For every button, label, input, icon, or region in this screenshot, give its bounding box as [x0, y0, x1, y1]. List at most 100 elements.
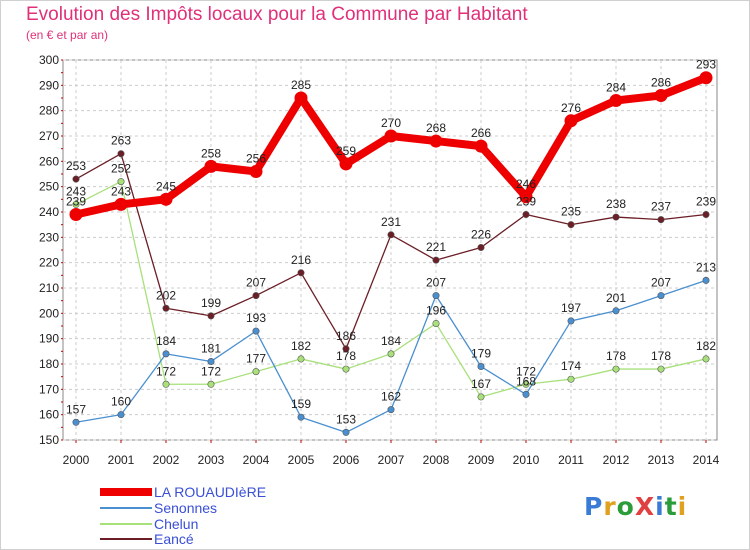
data-label-eanc-: 199: [201, 296, 221, 310]
data-point-la-rouaudi-re: [69, 208, 83, 222]
data-point-chelun: [72, 200, 80, 208]
x-tick-label: 2000: [63, 453, 90, 467]
y-tick-label: 200: [39, 306, 59, 320]
data-label-chelun: 184: [381, 334, 401, 348]
x-tick-label: 2005: [288, 453, 315, 467]
data-point-eanc-: [567, 221, 575, 229]
data-label-la-rouaudi-re: 266: [471, 126, 491, 140]
data-label-senonnes: 207: [651, 276, 671, 290]
data-label-la-rouaudi-re: 259: [336, 144, 356, 158]
data-point-eanc-: [657, 216, 665, 224]
data-label-senonnes: 213: [696, 260, 716, 274]
y-tick-label: 290: [39, 78, 59, 92]
data-label-eanc-: 207: [246, 276, 266, 290]
data-label-senonnes: 159: [291, 397, 311, 411]
data-point-chelun: [387, 350, 395, 358]
data-point-chelun: [297, 355, 305, 363]
data-label-chelun: 172: [156, 364, 176, 378]
data-point-la-rouaudi-re: [474, 139, 488, 153]
legend-label: LA ROUAUDIèRE: [154, 484, 267, 500]
y-tick-label: 190: [39, 332, 59, 346]
data-label-senonnes: 168: [516, 374, 536, 388]
data-label-senonnes: 197: [561, 301, 581, 315]
data-point-la-rouaudi-re: [294, 91, 308, 105]
data-point-eanc-: [612, 213, 620, 221]
data-label-senonnes: 157: [66, 402, 86, 416]
y-tick-label: 180: [39, 357, 59, 371]
logo-letter: i: [655, 492, 665, 521]
data-label-eanc-: 239: [696, 195, 716, 209]
data-label-eanc-: 237: [651, 200, 671, 214]
data-label-eanc-: 238: [606, 197, 626, 211]
data-point-senonnes: [612, 307, 620, 315]
data-point-chelun: [477, 393, 485, 401]
chart-title: Evolution des Impôts locaux pour la Comm…: [26, 4, 528, 25]
logo-letter: r: [603, 492, 617, 521]
data-label-senonnes: 193: [246, 311, 266, 325]
data-point-la-rouaudi-re: [564, 114, 578, 128]
data-point-eanc-: [207, 312, 215, 320]
x-tick-label: 2010: [513, 453, 540, 467]
logo-letter: i: [677, 492, 688, 521]
legend-swatch: [100, 523, 152, 525]
data-point-chelun: [612, 365, 620, 373]
legend-swatch: [100, 488, 152, 496]
data-label-la-rouaudi-re: 293: [696, 58, 716, 72]
data-label-chelun: 172: [201, 364, 221, 378]
data-label-eanc-: 263: [111, 134, 131, 148]
y-tick-label: 300: [39, 53, 59, 67]
data-point-la-rouaudi-re: [384, 129, 398, 143]
data-point-eanc-: [702, 211, 710, 219]
data-point-chelun: [657, 365, 665, 373]
x-tick-label: 2008: [423, 453, 450, 467]
legend-swatch: [100, 507, 152, 509]
data-label-eanc-: 216: [291, 253, 311, 267]
logo-letter: t: [664, 492, 678, 521]
data-label-eanc-: 235: [561, 205, 581, 219]
data-label-senonnes: 153: [336, 412, 356, 426]
data-point-eanc-: [162, 304, 170, 312]
data-point-eanc-: [297, 269, 305, 277]
data-point-eanc-: [432, 256, 440, 264]
data-label-la-rouaudi-re: 256: [246, 151, 266, 165]
y-tick-label: 170: [39, 382, 59, 396]
data-point-senonnes: [702, 276, 710, 284]
data-label-la-rouaudi-re: 285: [291, 78, 311, 92]
data-label-senonnes: 184: [156, 334, 176, 348]
data-label-chelun: 252: [111, 162, 131, 176]
data-label-senonnes: 179: [471, 347, 491, 361]
data-point-senonnes: [432, 292, 440, 300]
x-tick-label: 2011: [558, 453, 584, 467]
data-point-eanc-: [387, 231, 395, 239]
data-point-senonnes: [342, 428, 350, 436]
x-tick-label: 2003: [198, 453, 225, 467]
data-label-la-rouaudi-re: 276: [561, 101, 581, 115]
chart-subtitle: (en € et par an): [26, 28, 109, 42]
data-label-senonnes: 160: [111, 395, 131, 409]
data-point-senonnes: [117, 411, 125, 419]
data-point-eanc-: [522, 211, 530, 219]
data-label-senonnes: 162: [381, 390, 401, 404]
data-point-chelun: [252, 368, 260, 376]
data-point-la-rouaudi-re: [429, 134, 443, 148]
y-tick-label: 220: [39, 256, 59, 270]
data-point-la-rouaudi-re: [699, 71, 713, 85]
x-tick-label: 2007: [378, 453, 405, 467]
x-tick-label: 2014: [693, 453, 720, 467]
data-point-chelun: [522, 380, 530, 388]
y-tick-label: 280: [39, 104, 59, 118]
data-label-chelun: 167: [471, 377, 491, 391]
data-point-la-rouaudi-re: [339, 157, 353, 171]
y-tick-label: 230: [39, 230, 59, 244]
data-label-la-rouaudi-re: 286: [651, 75, 671, 89]
data-label-eanc-: 221: [426, 240, 446, 254]
data-label-senonnes: 207: [426, 276, 446, 290]
data-point-chelun: [432, 319, 440, 327]
y-tick-label: 240: [39, 205, 59, 219]
data-label-senonnes: 201: [606, 291, 626, 305]
x-tick-label: 2013: [648, 453, 675, 467]
y-tick-label: 160: [39, 408, 59, 422]
x-tick-label: 2001: [108, 453, 135, 467]
data-point-la-rouaudi-re: [609, 94, 623, 108]
